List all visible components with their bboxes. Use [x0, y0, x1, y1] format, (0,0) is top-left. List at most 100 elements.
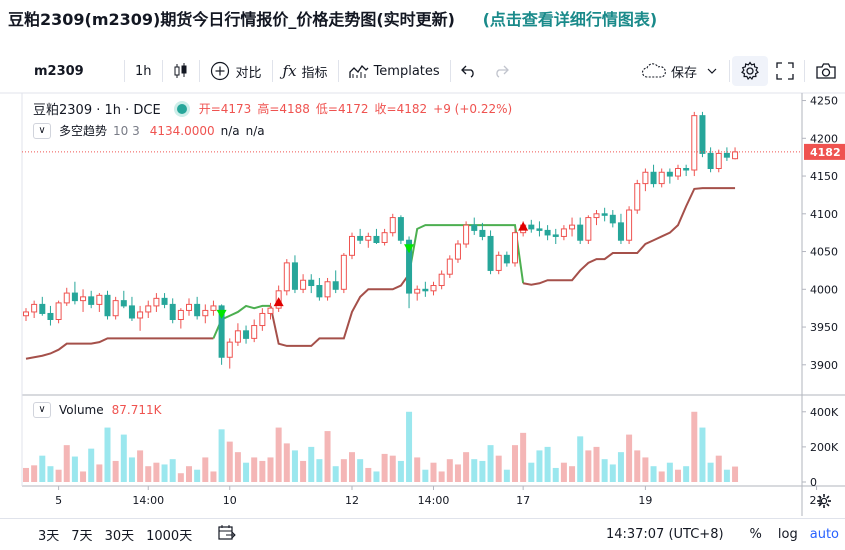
candle-body — [617, 222, 624, 241]
candle-body — [593, 213, 600, 219]
legend-open: 开=4173 — [198, 102, 252, 116]
candle-body — [210, 305, 217, 311]
volume-bar — [569, 466, 576, 482]
candle-body — [479, 229, 486, 237]
symbol-search-button[interactable]: m2309 — [34, 63, 84, 79]
volume-bar — [520, 432, 527, 482]
settings-button[interactable] — [732, 56, 768, 86]
goto-date-button[interactable] — [198, 524, 242, 545]
candle-body — [218, 305, 225, 358]
collapse-indicator-button[interactable]: ∨ — [33, 122, 51, 139]
candle-body — [226, 341, 233, 358]
indicators-button[interactable]: ƒx 指标 — [275, 56, 336, 86]
auto-scale-toggle[interactable]: auto — [809, 527, 839, 542]
percent-scale-toggle[interactable]: % — [749, 527, 762, 542]
range-30d-button[interactable]: 30天 — [104, 529, 135, 544]
volume-bar — [112, 460, 119, 482]
candle-body — [471, 224, 478, 231]
candle-body — [128, 305, 135, 319]
candle-body — [569, 224, 576, 230]
candle-body — [691, 115, 698, 171]
time-tick-label: 17 — [516, 494, 530, 507]
candle-body — [80, 296, 87, 302]
templates-icon — [348, 64, 369, 78]
candle-body — [234, 330, 241, 343]
snapshot-button[interactable] — [807, 56, 845, 86]
market-status-dot — [176, 103, 187, 114]
time-tick-label: 12 — [345, 494, 359, 507]
templates-button[interactable]: Templates — [341, 56, 448, 86]
indicator-na-2: n/a — [245, 123, 265, 138]
candle-body — [699, 115, 706, 154]
undo-button[interactable] — [453, 56, 485, 86]
volume-bar — [120, 434, 127, 482]
candle-body — [715, 152, 722, 169]
candle-body — [194, 303, 201, 317]
volume-bar — [96, 464, 103, 482]
range-1000d-button[interactable]: 1000天 — [146, 529, 193, 544]
axis-settings-icon-tooth — [818, 503, 822, 507]
volume-bar — [642, 457, 649, 482]
indicator-params: 10 3 — [113, 123, 140, 138]
volume-tick-label: 200K — [810, 441, 839, 454]
redo-button[interactable] — [485, 56, 517, 86]
volume-bar — [715, 455, 722, 482]
collapse-volume-button[interactable]: ∨ — [33, 402, 51, 418]
candle-body — [422, 288, 429, 292]
price-tick-label: 4250 — [810, 95, 838, 108]
volume-bar — [71, 456, 78, 482]
candle-body — [642, 171, 649, 185]
candle-body — [324, 281, 331, 298]
candle-body — [438, 273, 445, 287]
candle-body — [626, 209, 633, 241]
compare-button[interactable]: 对比 — [202, 56, 270, 86]
volume-bar — [438, 471, 445, 482]
page-title-text: 豆粕2309(m2309)期货今日行情报价_价格走势图(实时更新) — [8, 10, 455, 29]
volume-bar — [691, 411, 698, 482]
detail-chart-link[interactable]: (点击查看详细行情图表) — [482, 10, 658, 29]
clock-timezone[interactable]: 14:37:07 (UTC+8) — [605, 527, 724, 542]
volume-bar — [349, 452, 355, 482]
volume-bar — [723, 469, 730, 482]
bottom-toolbar: 3天 7天 30天 1000天 14:37:07 (UTC+8) % log a… — [0, 518, 845, 550]
fullscreen-button[interactable] — [768, 56, 802, 86]
volume-bar — [544, 446, 551, 482]
volume-bar — [234, 452, 241, 482]
candles — [23, 111, 739, 369]
candle-body — [177, 309, 184, 321]
volume-bar — [422, 469, 429, 482]
range-3d-button[interactable]: 3天 — [38, 529, 60, 544]
volume-bar — [283, 443, 290, 482]
candle-body — [585, 217, 592, 241]
trend-line-segment — [522, 187, 736, 286]
price-tick-label: 4150 — [810, 170, 838, 183]
time-tick-label: 10 — [223, 494, 237, 507]
candle-body — [389, 217, 396, 234]
volume-bar — [650, 466, 657, 482]
price-chart[interactable]: 3900 3950 4000 4050 4100 4150 4200 4250 0 200K 400… — [0, 0, 845, 518]
candle-body — [71, 292, 78, 302]
volume-bar — [666, 462, 673, 482]
compare-label: 对比 — [235, 65, 262, 81]
save-button[interactable]: 保存 — [633, 56, 727, 86]
log-scale-toggle[interactable]: log — [777, 527, 798, 542]
candle-body — [732, 151, 739, 160]
interval-button[interactable]: 1h — [135, 63, 152, 79]
candle-body — [381, 232, 388, 243]
toolbar-divider — [337, 60, 339, 82]
candle-body — [145, 305, 152, 313]
axis-settings-icon[interactable] — [817, 494, 831, 508]
candle-body — [397, 217, 404, 241]
toolbar-divider — [729, 60, 730, 82]
range-7d-button[interactable]: 7天 — [71, 529, 93, 544]
candle-body — [609, 214, 616, 224]
candle-body — [552, 234, 559, 237]
chart-legend: 豆粕2309 · 1h · DCE 开=4173 高=4188 低=4172 收… — [33, 99, 512, 119]
bar-type-button[interactable] — [165, 56, 197, 86]
candle-body — [658, 171, 665, 185]
volume-bar — [39, 455, 46, 482]
volume-bar — [560, 462, 567, 482]
volume-bar — [365, 467, 372, 482]
volume-bar — [340, 459, 347, 482]
volume-bar — [446, 459, 453, 482]
